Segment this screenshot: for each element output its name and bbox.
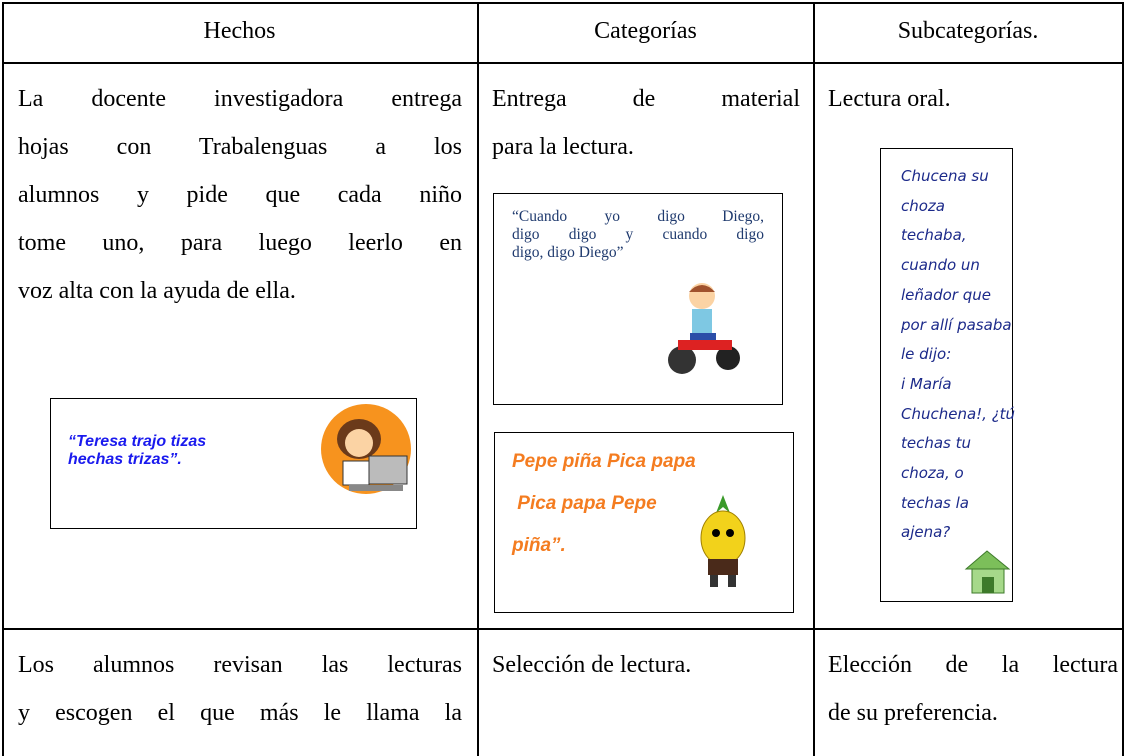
- cell-text: de su preferencia.: [828, 700, 998, 726]
- cell-text: tome uno, para luego leerlo en: [18, 230, 462, 256]
- box-text: cuando un: [901, 256, 980, 275]
- cell-text: Elección de la lectura: [828, 652, 1118, 678]
- cell-text: Los alumnos revisan las lecturas: [18, 652, 462, 678]
- box-text: le dijo:: [901, 345, 952, 364]
- box-text: “Teresa trajo tizas: [68, 433, 207, 450]
- cell-text: Selección de lectura.: [492, 652, 692, 678]
- box-text: hechas trizas”.: [68, 451, 182, 468]
- column-header: Hechos: [203, 18, 276, 44]
- box-text: por allí pasaba: [901, 315, 1012, 334]
- text-box: “Teresa trajo tizas hechas trizas”.: [50, 398, 417, 529]
- box-text: choza, o: [901, 464, 964, 482]
- box-text: ajena?: [901, 523, 951, 542]
- text-box: Chucena su choza techaba, cuando un leñador …: [880, 148, 1016, 602]
- cell-text: hojas con Trabalenguas a los: [18, 134, 462, 160]
- box-text: choza: [901, 196, 945, 215]
- text-box: Pepe piña Pica papa Pica papa Pepe piña”.: [494, 432, 794, 613]
- box-text: Chucena su: [901, 167, 989, 185]
- column-header: Subcategorías.: [897, 18, 1039, 44]
- cell-text: Entrega de material: [492, 86, 800, 112]
- cell-text: y escogen el que más le llama la: [18, 700, 462, 726]
- illustration: [964, 550, 1011, 594]
- box-text: leñador que: [901, 285, 991, 304]
- box-text: “Cuando yo digo Diego,: [512, 208, 764, 225]
- table-border: [2, 628, 1123, 630]
- column-header: Categorías: [594, 18, 697, 44]
- cell-text: Lectura oral.: [828, 86, 951, 112]
- box-text: i María: [901, 374, 952, 393]
- cell-text: La docente investigadora entrega: [18, 86, 462, 112]
- box-text: techas la: [901, 493, 969, 512]
- illustration: [321, 404, 411, 494]
- cell-text: voz alta con la ayuda de ella.: [18, 278, 296, 304]
- box-text: Chuchena!, ¿tú: [901, 404, 1016, 423]
- table-border: [2, 62, 1123, 64]
- illustration: [668, 283, 740, 374]
- box-text: Pica papa Pepe: [512, 493, 657, 514]
- table-border: [1122, 2, 1124, 756]
- cell-text: para la lectura.: [492, 134, 634, 160]
- table-border: [2, 2, 4, 756]
- box-text: piña”.: [512, 535, 566, 556]
- box-text: digo digo y cuando digo: [512, 226, 764, 243]
- table-border: [813, 2, 815, 756]
- box-text: techas tu: [901, 434, 972, 453]
- cell-text: alumnos y pide que cada niño: [18, 182, 462, 208]
- box-text: digo, digo Diego”: [512, 244, 624, 261]
- illustration: [700, 495, 746, 587]
- table-border: [2, 2, 1123, 4]
- box-text: techaba,: [901, 226, 967, 245]
- text-box: “Cuando yo digo Diego, digo digo y cuando…: [493, 193, 783, 405]
- box-text: Pepe piña Pica papa: [512, 451, 696, 472]
- table-border: [477, 2, 479, 756]
